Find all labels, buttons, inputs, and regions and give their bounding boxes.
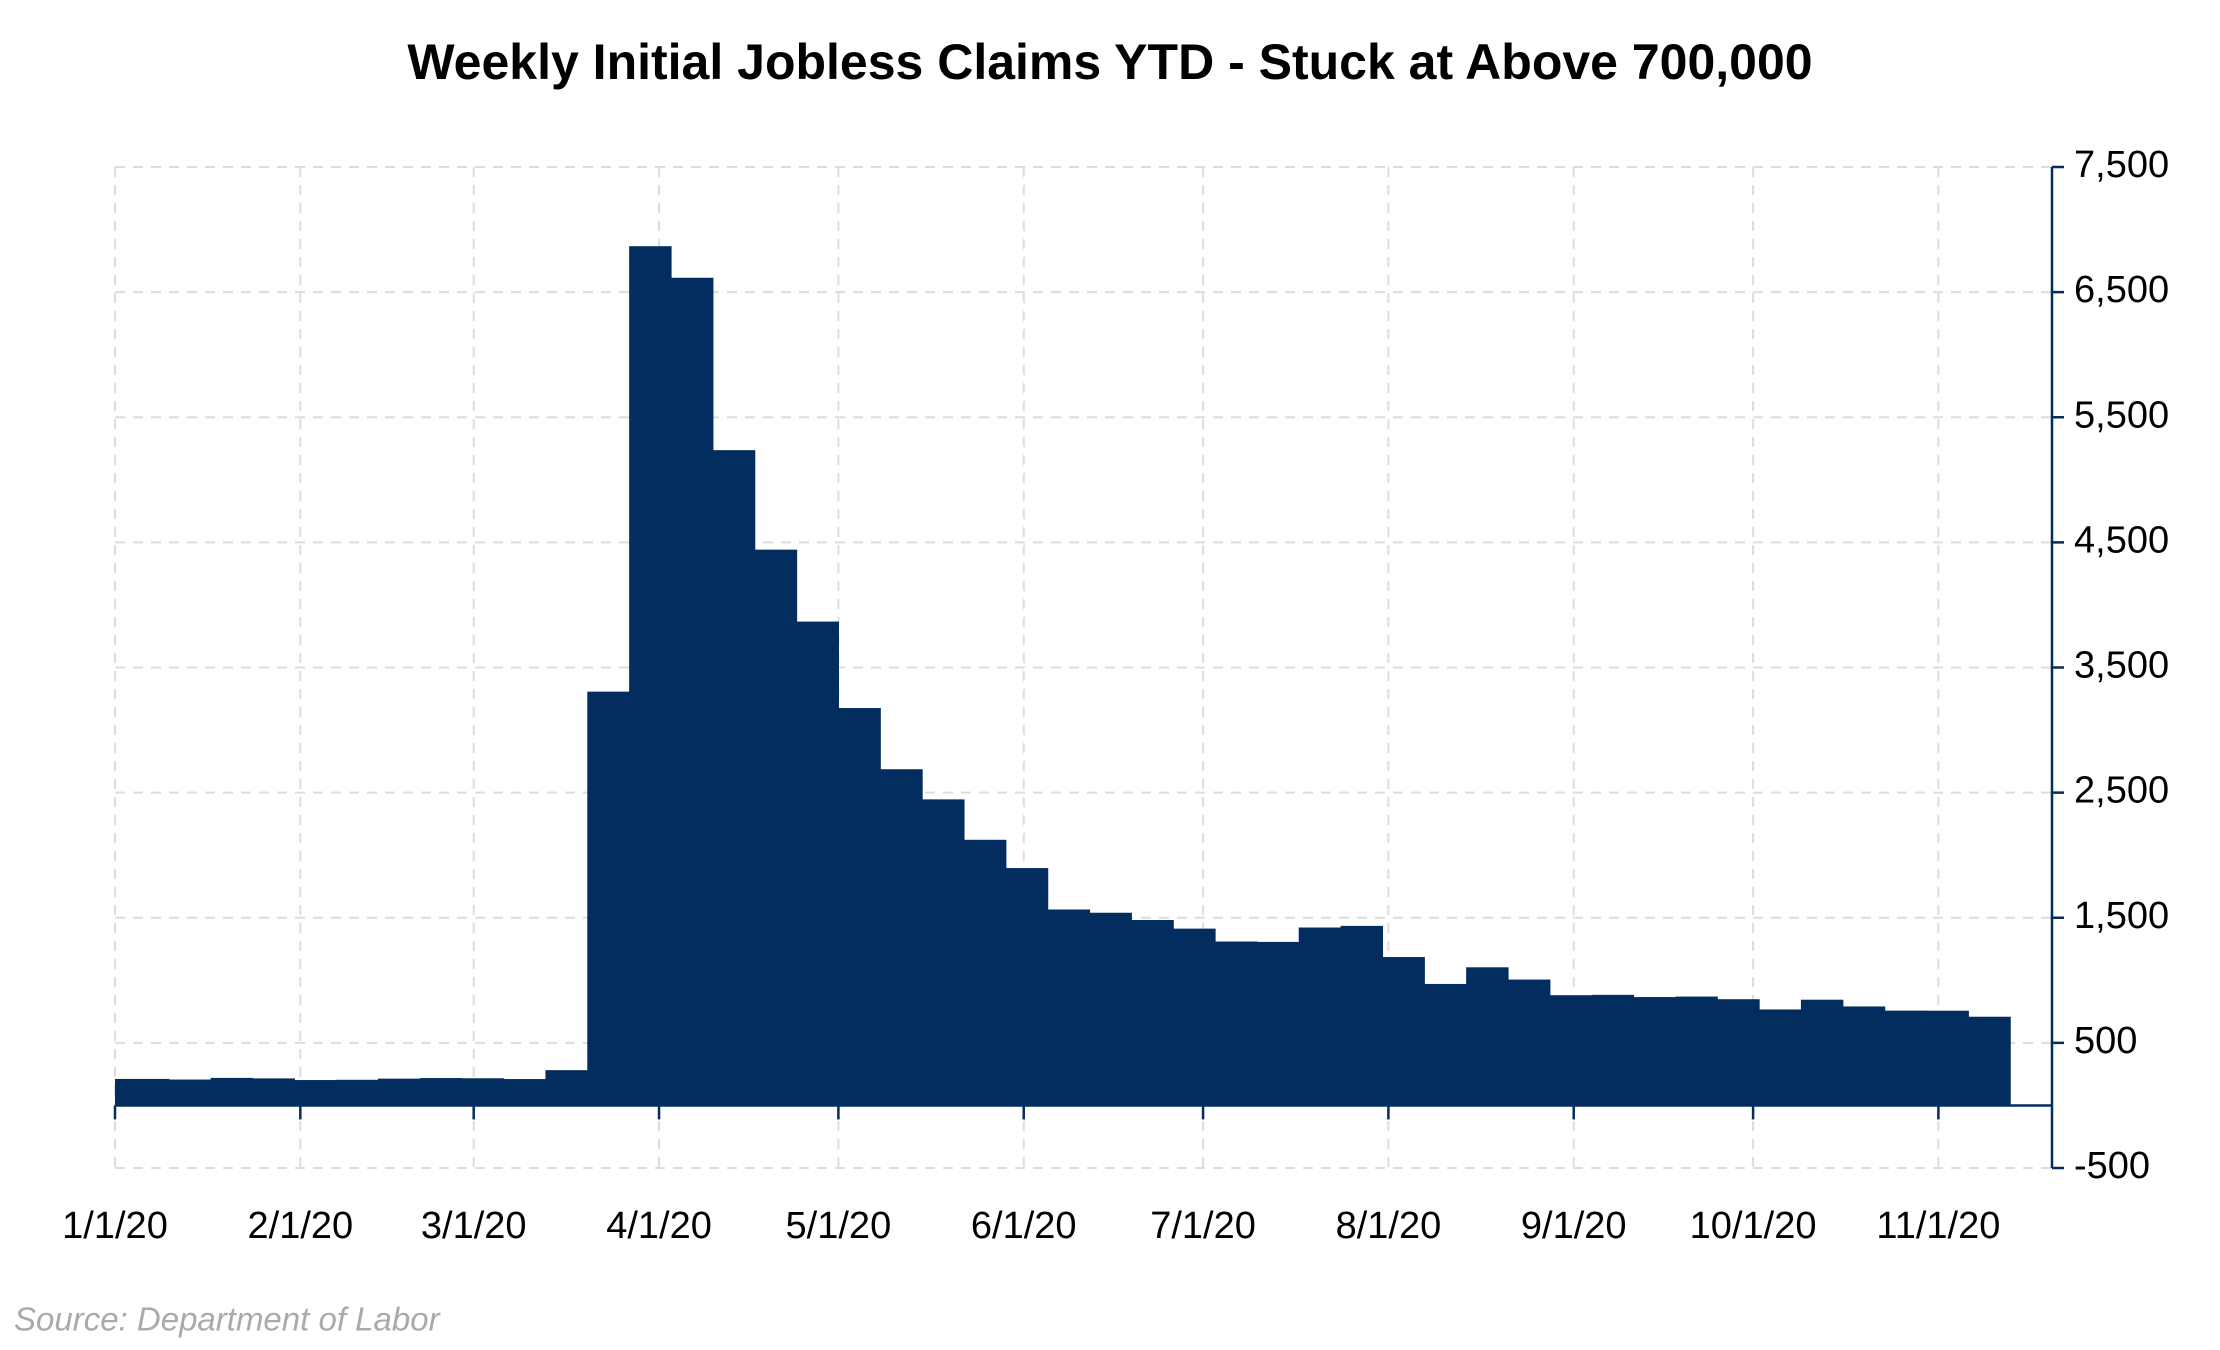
- bar: [1047, 909, 1091, 1106]
- bar: [1842, 1006, 1886, 1106]
- bar: [1215, 941, 1258, 1106]
- x-tick-label: 10/1/20: [1690, 1205, 1817, 1247]
- chart-title: Weekly Initial Jobless Claims YTD - Stuc…: [407, 34, 1812, 90]
- x-tick-label: 11/1/20: [1876, 1205, 2000, 1247]
- bar: [115, 1078, 170, 1106]
- bar: [1926, 1010, 1969, 1106]
- bar: [461, 1078, 505, 1106]
- bar: [1089, 912, 1132, 1106]
- bar: [210, 1077, 254, 1106]
- bar: [629, 246, 672, 1106]
- y-tick-label: -500: [2074, 1145, 2150, 1187]
- y-tick-label: 500: [2074, 1020, 2137, 1062]
- bar: [1466, 967, 1509, 1106]
- bar: [670, 277, 714, 1106]
- bar: [1340, 925, 1384, 1106]
- bar: [503, 1079, 547, 1106]
- x-tick-label: 3/1/20: [421, 1205, 527, 1247]
- bar: [1884, 1010, 1928, 1106]
- x-tick-label: 8/1/20: [1336, 1205, 1442, 1247]
- bar: [1005, 868, 1049, 1106]
- bar: [1800, 999, 1844, 1106]
- y-tick-label: 5,500: [2074, 394, 2169, 436]
- bar: [1256, 941, 1300, 1106]
- bar: [712, 450, 756, 1106]
- bar: [880, 769, 923, 1106]
- x-tick-label: 5/1/20: [786, 1205, 892, 1247]
- bar: [922, 799, 965, 1106]
- bar: [1591, 994, 1635, 1106]
- bar: [754, 549, 798, 1106]
- y-tick-label: 2,500: [2074, 770, 2169, 812]
- bar: [1424, 983, 1467, 1106]
- bar: [1675, 996, 1718, 1106]
- bar: [1298, 927, 1342, 1106]
- bar: [963, 839, 1007, 1106]
- bar: [587, 691, 630, 1106]
- x-tick-label: 9/1/20: [1521, 1205, 1627, 1247]
- bar: [1968, 1016, 2011, 1106]
- y-tick-label: 1,500: [2074, 895, 2169, 937]
- bar: [1633, 997, 1676, 1106]
- x-tick-label: 1/1/20: [62, 1205, 168, 1247]
- bar: [378, 1078, 421, 1106]
- bar: [294, 1080, 337, 1106]
- bar: [1173, 928, 1216, 1106]
- x-tick-label: 6/1/20: [971, 1205, 1077, 1247]
- bar: [419, 1078, 463, 1106]
- bar: [1382, 957, 1425, 1106]
- bar: [796, 621, 839, 1106]
- bar: [545, 1070, 588, 1106]
- source-note: Source: Department of Labor: [14, 1301, 442, 1338]
- y-tick-label: 7,500: [2074, 144, 2169, 186]
- bar: [1759, 1009, 1802, 1106]
- y-tick-label: 6,500: [2074, 269, 2169, 311]
- bar: [1549, 995, 1593, 1106]
- bar: [1131, 920, 1174, 1106]
- x-tick-label: 2/1/20: [248, 1205, 354, 1247]
- y-tick-label: 3,500: [2074, 645, 2169, 687]
- bar: [168, 1079, 212, 1106]
- bar: [1507, 979, 1551, 1106]
- bar: [336, 1079, 379, 1106]
- bar: [1717, 999, 1760, 1106]
- x-tick-label: 4/1/20: [606, 1205, 712, 1247]
- bar: [252, 1078, 295, 1106]
- y-tick-label: 4,500: [2074, 519, 2169, 561]
- bar: [838, 708, 881, 1106]
- x-tick-label: 7/1/20: [1150, 1205, 1256, 1247]
